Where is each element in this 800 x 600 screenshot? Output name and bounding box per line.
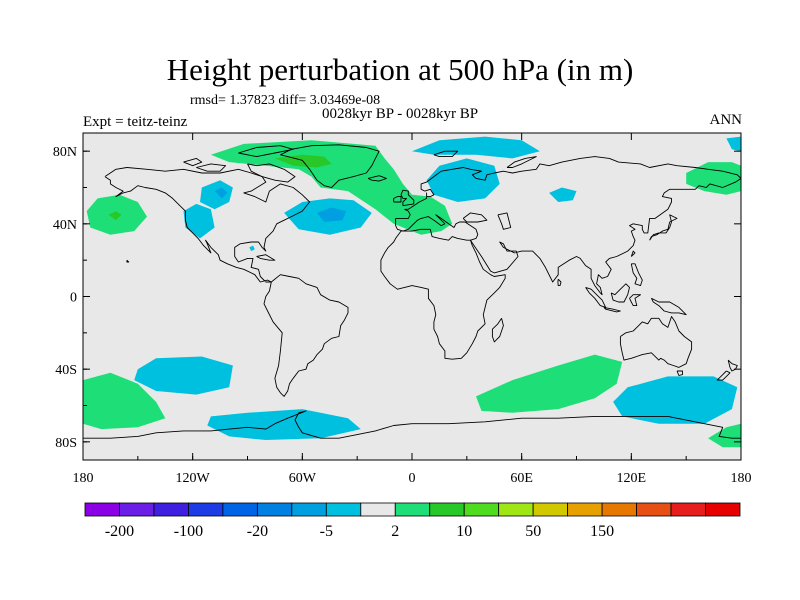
coastline-sumatra bbox=[585, 286, 607, 308]
coastline-hawaii bbox=[126, 259, 130, 263]
colorbar-swatch bbox=[532, 502, 569, 517]
coastlines bbox=[83, 144, 741, 439]
colorbar: -200 -100 -20 -5 2 10 50 150 bbox=[84, 502, 741, 540]
colorbar-label: -20 bbox=[247, 523, 268, 540]
colorbar-swatch bbox=[601, 502, 637, 517]
experiment-label: Expt = teitz-teinz bbox=[83, 114, 188, 130]
colorbar-swatch bbox=[188, 502, 224, 517]
colorbar-swatch bbox=[498, 502, 534, 517]
longitude-ticks: 180 120W 60W 0 60E 120E 180 bbox=[73, 133, 752, 486]
anomaly-south-pacific-negative bbox=[134, 356, 233, 395]
colorbar-swatch bbox=[429, 502, 465, 517]
colorbar-label: 10 bbox=[456, 523, 472, 540]
lat-tick-label: 40S bbox=[55, 363, 77, 378]
anomaly-arctic-north-negative bbox=[412, 136, 540, 159]
colorbar-swatch bbox=[325, 502, 362, 517]
colorbar-label: -200 bbox=[105, 523, 134, 540]
colorbar-swatch bbox=[153, 502, 189, 517]
coastline-new-guinea bbox=[650, 297, 687, 316]
colorbar-label: -5 bbox=[320, 523, 333, 540]
lon-tick-label: 120W bbox=[176, 471, 211, 486]
lat-tick-label: 0 bbox=[70, 291, 77, 306]
colorbar-swatch bbox=[291, 502, 327, 517]
lon-tick-label: 120E bbox=[617, 471, 647, 486]
colorbar-swatch bbox=[119, 502, 155, 517]
anomaly-south-pacific-positive bbox=[83, 372, 166, 430]
lon-tick-label: 180 bbox=[731, 471, 752, 486]
coastline-victoria-island bbox=[196, 163, 227, 172]
anomaly-south-pacific-east-negative bbox=[613, 376, 738, 424]
coastline-sri-lanka bbox=[557, 278, 562, 287]
coastline-ellesmere-island bbox=[238, 145, 294, 158]
anomaly-canada-core bbox=[214, 187, 228, 199]
anomaly-canada-negative bbox=[200, 180, 233, 210]
lat-tick-label: 40N bbox=[53, 218, 77, 233]
anomaly-central-asia-negative bbox=[549, 187, 577, 202]
colorbar-swatch bbox=[636, 502, 672, 517]
coastline-australia bbox=[619, 316, 693, 368]
colorbar-label: 150 bbox=[590, 523, 614, 540]
colorbar-swatch bbox=[360, 502, 396, 517]
colorbar-swatch bbox=[394, 502, 431, 517]
coastline-banks-island bbox=[183, 157, 203, 167]
colorbar-label: 2 bbox=[391, 523, 399, 540]
coastline-borneo bbox=[610, 283, 630, 303]
anomaly-gulf-of-mexico-speck bbox=[249, 245, 255, 252]
coastline-svalbard bbox=[433, 150, 459, 158]
season-label: ANN bbox=[709, 112, 743, 128]
coastline-antarctica bbox=[83, 410, 741, 439]
colorbar-swatch bbox=[222, 502, 258, 517]
lat-tick-label: 80N bbox=[53, 145, 77, 160]
coastline-novaya-zemlya bbox=[506, 156, 537, 168]
period-subtitle: 0028kyr BP - 0028kyr BP bbox=[322, 106, 479, 122]
lon-tick-label: 0 bbox=[409, 471, 416, 486]
coastline-africa bbox=[380, 228, 506, 360]
coastline-new-zealand-south bbox=[716, 370, 731, 381]
lon-tick-label: 60E bbox=[510, 471, 533, 486]
coastline-ireland bbox=[393, 196, 402, 203]
lat-tick-label: 80S bbox=[55, 436, 77, 451]
anomaly-scandinavia-negative bbox=[426, 158, 500, 202]
coastline-caspian-sea bbox=[497, 212, 512, 230]
colorbar-swatch bbox=[84, 502, 120, 517]
coastline-tasmania bbox=[676, 370, 683, 376]
coastline-philippines bbox=[630, 263, 643, 287]
map-title: Height perturbation at 500 hPa (in m) bbox=[166, 52, 634, 87]
coastline-eurasia bbox=[395, 156, 741, 296]
colorbar-swatch bbox=[670, 502, 706, 517]
anomaly-north-atlantic-core bbox=[317, 207, 347, 222]
colorbar-label: 50 bbox=[525, 523, 541, 540]
coastline-iceland bbox=[367, 175, 387, 182]
anomaly-antarctic-negative bbox=[207, 409, 361, 440]
lon-tick-label: 60W bbox=[289, 471, 317, 486]
coastline-south-america bbox=[263, 274, 349, 397]
coastline-north-america bbox=[104, 167, 311, 283]
coastline-madagascar bbox=[491, 318, 504, 343]
coastline-sulawesi bbox=[629, 294, 641, 307]
anomaly-arctic-top-right-negative bbox=[726, 136, 741, 152]
anomaly-us-west-negative bbox=[183, 203, 215, 239]
colorbar-swatch bbox=[256, 502, 293, 517]
anomaly-east-asia-positive bbox=[686, 162, 741, 195]
colorbar-swatch bbox=[705, 502, 741, 517]
anomaly-antarctic-east-positive bbox=[708, 423, 741, 448]
anomaly-north-pacific-core bbox=[108, 211, 122, 221]
coastline-greenland bbox=[280, 144, 380, 188]
latitude-ticks: 80N 40N 0 40S 80S bbox=[53, 145, 741, 451]
colorbar-label: -100 bbox=[174, 523, 203, 540]
coastline-japan bbox=[649, 214, 678, 241]
anomaly-southern-ocean-positive bbox=[476, 354, 623, 413]
colorbar-swatch bbox=[567, 502, 603, 517]
coastline-taiwan bbox=[630, 250, 636, 257]
rmsd-diff-stats: rmsd= 1.37823 diff= 3.03469e-08 bbox=[190, 93, 381, 108]
coastline-great-britain bbox=[400, 189, 415, 207]
coastline-java bbox=[603, 306, 621, 313]
lon-tick-label: 180 bbox=[73, 471, 94, 486]
coastline-cuba bbox=[256, 254, 276, 261]
coastline-baffin-island bbox=[247, 163, 296, 183]
colorbar-swatch bbox=[463, 502, 500, 517]
coastline-black-sea bbox=[462, 212, 488, 223]
